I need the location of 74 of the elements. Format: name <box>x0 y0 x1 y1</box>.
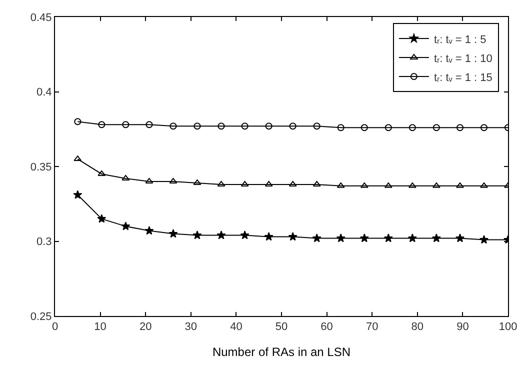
point <box>336 182 345 188</box>
point <box>98 170 106 176</box>
point <box>289 122 296 130</box>
point <box>122 121 130 128</box>
point <box>241 122 248 130</box>
point <box>480 235 488 244</box>
point <box>288 180 297 186</box>
point <box>408 124 416 132</box>
point <box>216 230 226 240</box>
point <box>456 182 464 188</box>
legend-label: tᵣ: tᵥ = 1 : 15 <box>434 72 492 84</box>
x-tick-label: 30 <box>184 321 198 334</box>
point <box>360 182 368 188</box>
point <box>480 182 488 188</box>
point <box>384 234 393 242</box>
x-tick-label: 40 <box>230 321 242 334</box>
point <box>193 179 202 185</box>
y-tick-label: 0.3 <box>36 236 52 248</box>
point <box>240 230 250 240</box>
point <box>312 234 322 242</box>
point <box>455 234 464 242</box>
x-tick-label: 90 <box>456 321 469 334</box>
point <box>97 214 106 223</box>
point <box>145 178 154 184</box>
point <box>74 118 82 126</box>
x-tick-label: 0 <box>52 321 58 334</box>
point <box>384 124 392 132</box>
point <box>408 234 417 242</box>
point <box>336 234 346 242</box>
y-tick-label: 0.45 <box>30 12 52 24</box>
point <box>432 124 440 132</box>
x-tick-label: 50 <box>275 321 288 334</box>
point <box>312 180 321 186</box>
point <box>240 180 249 186</box>
point <box>264 232 274 241</box>
point <box>73 190 82 199</box>
point <box>360 124 368 132</box>
point <box>170 122 177 130</box>
point <box>264 180 273 186</box>
y-tick-label: 0.35 <box>30 161 52 174</box>
point <box>121 222 130 230</box>
point <box>432 234 441 242</box>
point <box>98 121 106 128</box>
point <box>313 122 320 130</box>
x-tick-label: 100 <box>498 321 518 334</box>
y-tick-label: 0.4 <box>36 86 52 99</box>
point <box>168 229 178 238</box>
point <box>480 124 488 132</box>
y-tick-label: 0.25 <box>30 310 52 323</box>
point <box>337 124 344 132</box>
point <box>360 234 369 242</box>
legend-label: tᵣ: tᵥ = 1 : 5 <box>434 34 486 46</box>
point <box>217 180 226 186</box>
legend-label: tᵣ: tᵥ = 1 : 10 <box>434 52 492 65</box>
x-tick-label: 20 <box>139 321 152 334</box>
point <box>122 174 130 180</box>
point <box>146 121 153 128</box>
point <box>384 182 392 188</box>
x-tick-label: 10 <box>94 321 106 334</box>
point <box>408 182 416 188</box>
x-axis-title: Number of RAs in an LSN <box>212 345 351 360</box>
x-tick-label: 60 <box>320 321 333 334</box>
point <box>74 156 82 162</box>
point <box>144 226 154 235</box>
x-tick-label: 70 <box>366 321 378 334</box>
point <box>265 122 272 130</box>
point <box>192 230 202 240</box>
x-tick-label: 80 <box>411 321 424 334</box>
point <box>288 232 298 241</box>
point <box>169 178 178 184</box>
point <box>218 122 225 130</box>
point <box>194 122 201 130</box>
point <box>432 182 440 188</box>
point <box>456 124 464 132</box>
